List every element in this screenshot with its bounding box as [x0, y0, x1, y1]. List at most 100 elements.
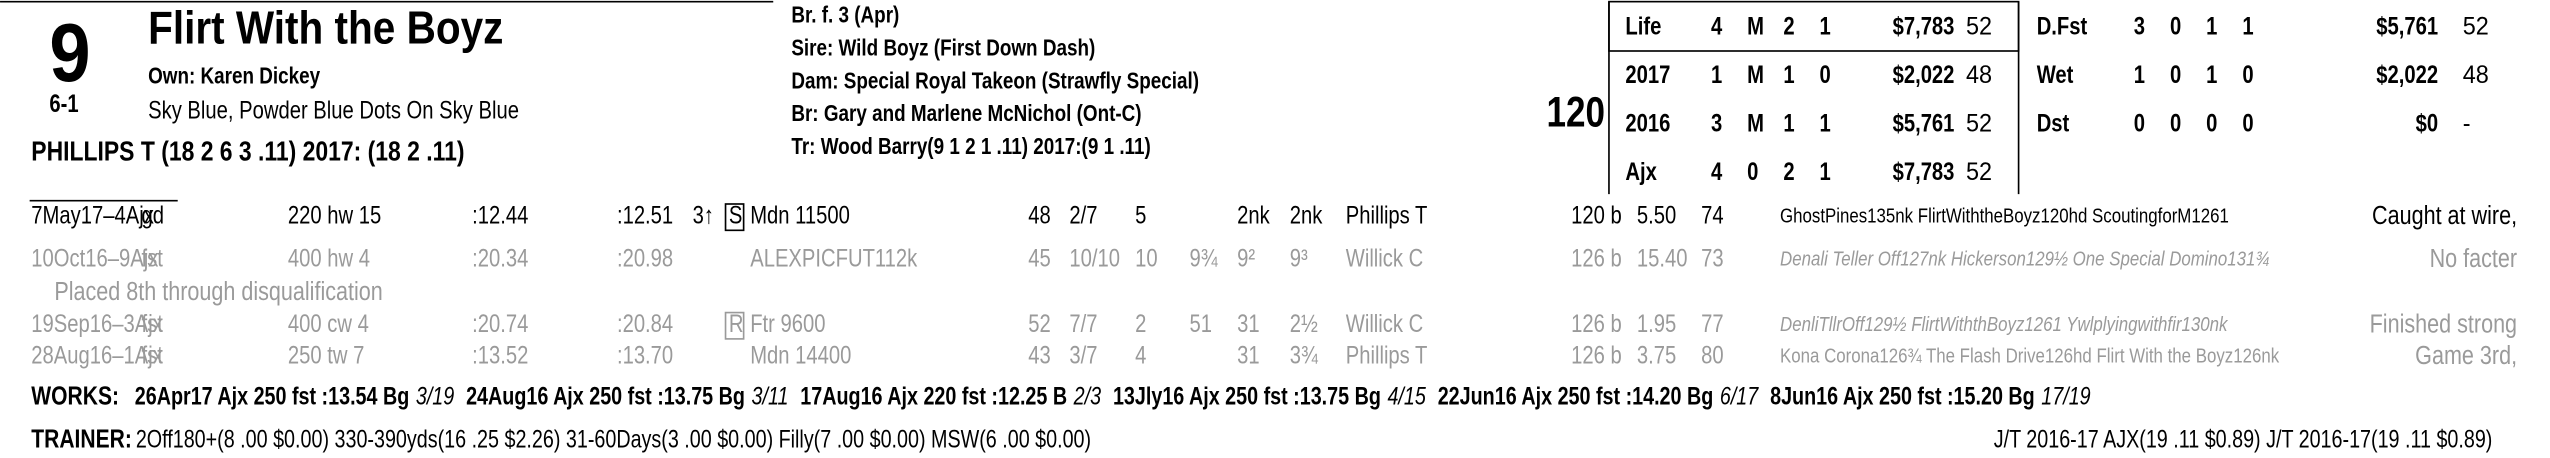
stat-speed: 48 [2463, 61, 2489, 89]
pp-restriction: R [729, 310, 744, 337]
pp-weight: 120 b [1571, 202, 1622, 229]
pp-odds: 15.40 [1637, 245, 1688, 272]
stat-earnings: $2,022 [1893, 61, 1955, 88]
pp-odds: 1.95 [1637, 310, 1676, 337]
breeding-line: Tr: Wood Barry(9 1 2 1 .11) 2017:(9 1 .1… [791, 134, 1150, 159]
pp-rating: 80 [1701, 342, 1724, 369]
pp-finish: 2½ [1290, 310, 1318, 337]
work-rank: 17/19 [2041, 383, 2090, 411]
pp-date: 28Aug16–1Ajx [31, 342, 163, 369]
silks: Sky Blue, Powder Blue Dots On Sky Blue [148, 97, 519, 124]
pp-finish: 2nk [1290, 202, 1323, 229]
weight: 120 [1546, 89, 1605, 136]
stat-places: 1 [2206, 61, 2217, 88]
stat-shows: 0 [2242, 110, 2253, 137]
post-number: 9 [49, 6, 90, 99]
pp-call2: 2nk [1237, 202, 1270, 229]
breeding-line: Sire: Wild Boyz (First Down Dash) [791, 36, 1095, 61]
stat-speed: 52 [2463, 13, 2489, 41]
work-text: 22Jun16 Ajx 250 fst :14.20 Bg [1438, 383, 1714, 411]
stat-places: 1 [1783, 110, 1794, 137]
stat-wins: M [1747, 110, 1764, 137]
pp-finish: 9³ [1290, 245, 1308, 272]
trainer-label: TRAINER: [31, 425, 132, 455]
stat-starts: 1 [2134, 61, 2145, 88]
pp-frac1: :20.34 [472, 245, 528, 272]
pp-start: 4 [1135, 342, 1146, 369]
stat-label: Life [1625, 13, 1661, 40]
stat-label: Ajx [1625, 158, 1657, 185]
stat-speed: 52 [1966, 159, 1992, 187]
pp-rating: 77 [1701, 310, 1724, 337]
pp-jockey: Willick C [1346, 310, 1423, 337]
work-text: 17Aug16 Ajx 220 fst :12.25 B [800, 383, 1067, 411]
stat-starts: 0 [2134, 110, 2145, 137]
pp-post: 7/7 [1069, 310, 1097, 337]
works-line: WORKS: 26Apr17 Ajx 250 fst :13.54 Bg 3/19 2… [31, 382, 2090, 412]
stat-label: Dst [2037, 110, 2070, 137]
stat-shows: 1 [2242, 13, 2253, 40]
stat-earnings: $0 [2416, 110, 2439, 137]
stat-shows: 0 [2242, 61, 2253, 88]
pp-weight: 126 b [1571, 245, 1622, 272]
pp-call2: 31 [1237, 342, 1260, 369]
stat-places: 2 [1783, 158, 1794, 185]
stat-earnings: $7,783 [1893, 158, 1955, 185]
horse-name: Flirt With the Boyz [148, 3, 503, 54]
restriction-box [724, 311, 745, 340]
breeding-line: Br. f. 3 (Apr) [791, 3, 899, 28]
pp-surface: fst [142, 245, 164, 272]
pp-speed: 52 [1028, 310, 1051, 337]
pp-start: 10 [1135, 245, 1158, 272]
pp-age: 3↑ [693, 202, 714, 229]
stat-wins: 0 [2170, 13, 2181, 40]
pp-call2: 9² [1237, 245, 1255, 272]
work-rank: 3/19 [416, 383, 454, 411]
stat-starts: 3 [2134, 13, 2145, 40]
stat-label: Wet [2037, 61, 2074, 88]
pp-surface: fst [142, 342, 164, 369]
pp-distance: 250 tw 7 [288, 342, 364, 369]
stat-places: 1 [2206, 13, 2217, 40]
pp-remark: Finished strong [2370, 310, 2517, 340]
odds: 6-1 [49, 90, 78, 117]
pp-distance: 400 cw 4 [288, 310, 369, 337]
work-text: 24Aug16 Ajx 250 fst :13.75 Bg [466, 383, 745, 411]
pp-jockey: Willick C [1346, 245, 1423, 272]
pp-comment: GhostPines135nk FlirtWiththeBoyz120hd Sc… [1780, 204, 2229, 227]
pp-remark: Caught at wire, [2372, 201, 2517, 231]
stat-wins: 0 [2170, 110, 2181, 137]
pp-rating: 73 [1701, 245, 1724, 272]
stat-shows: 0 [1820, 61, 1831, 88]
stat-wins: M [1747, 61, 1764, 88]
stat-speed: 48 [1966, 61, 1992, 89]
pp-frac1: :20.74 [472, 310, 528, 337]
pp-note: Placed 8th through disqualification [54, 277, 382, 307]
work-rank: 4/15 [1387, 383, 1426, 411]
work-text: 13Jly16 Ajx 250 fst :13.75 Bg [1113, 383, 1381, 411]
stat-wins: 0 [1747, 158, 1758, 185]
pp-frac2: :20.98 [617, 245, 673, 272]
stat-starts: 4 [1711, 13, 1723, 40]
stat-earnings: $5,761 [1893, 110, 1955, 137]
pp-remark: No facter [2430, 244, 2517, 274]
stat-earnings: $2,022 [2376, 61, 2438, 88]
stat-places: 0 [2206, 110, 2217, 137]
stat-starts: 4 [1711, 158, 1723, 185]
pp-jockey: Phillips T [1346, 342, 1428, 369]
pp-speed: 48 [1028, 202, 1051, 229]
pp-finish: 3¾ [1290, 342, 1319, 369]
pp-distance: 400 hw 4 [288, 245, 370, 272]
pp-weight: 126 b [1571, 342, 1622, 369]
stat-shows: 1 [1820, 13, 1831, 40]
pp-frac1: :12.44 [472, 202, 528, 229]
pp-frac2: :13.70 [617, 342, 673, 369]
pp-post: 2/7 [1069, 202, 1097, 229]
pp-restriction: S [729, 202, 742, 229]
trainer-line: TRAINER: 2Off180+(8 .00 $0.00) 330-390yds… [31, 425, 1091, 455]
stat-wins: M [1747, 13, 1764, 40]
pp-start: 2 [1135, 310, 1146, 337]
pp-comment: Denali Teller Off127nk Hickerson129½ One… [1780, 247, 2269, 270]
pp-rating: 74 [1701, 202, 1724, 229]
pp-post: 10/10 [1069, 245, 1120, 272]
